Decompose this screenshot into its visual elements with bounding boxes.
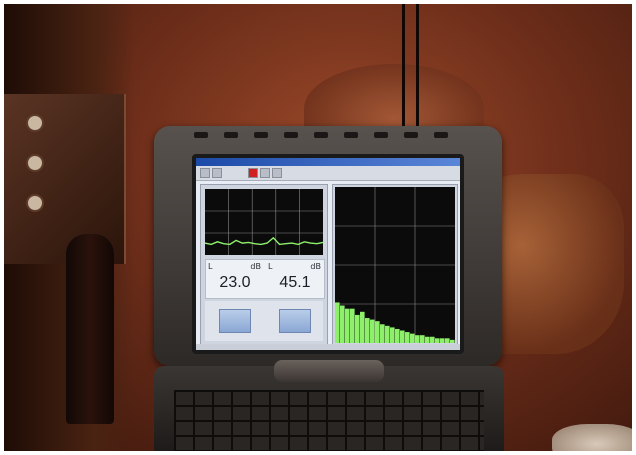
lid-ridge	[284, 132, 298, 138]
record-button[interactable]	[248, 168, 258, 178]
control-widget[interactable]	[279, 309, 311, 333]
window-titlebar	[196, 158, 460, 166]
laptop-hinge	[274, 360, 384, 382]
spectrum-bar	[385, 325, 390, 343]
spectrum-bar	[345, 308, 350, 343]
level-readings: L dB 23.0 L dB 45.1	[205, 259, 325, 299]
spectrum-bar	[335, 302, 340, 343]
lid-ridge	[194, 132, 208, 138]
lid-ridge	[314, 132, 328, 138]
microphone	[66, 234, 114, 424]
lid-ridge	[404, 132, 418, 138]
spectrum-bar	[370, 319, 375, 343]
reading-label: L	[208, 262, 213, 271]
toolbar-button[interactable]	[260, 168, 270, 178]
spectrum-bar	[435, 338, 440, 343]
spectrum-bar	[395, 328, 400, 343]
keyboard	[174, 390, 484, 451]
meter-controls	[205, 301, 323, 341]
spectrum-bar	[360, 311, 365, 343]
level-panel: L dB 23.0 L dB 45.1	[200, 184, 328, 346]
lid-ridge	[434, 132, 448, 138]
cable	[402, 4, 405, 134]
reading-label: L	[268, 262, 273, 271]
reading-unit: dB	[310, 262, 321, 271]
status-bar	[196, 344, 460, 350]
mini-spectrum	[205, 189, 323, 255]
spectrum-bar	[380, 324, 385, 343]
spectrum-bar	[340, 305, 345, 343]
lid-ridge	[224, 132, 238, 138]
spectrum-display	[335, 187, 455, 343]
laptop-screen: L dB 23.0 L dB 45.1	[196, 158, 460, 350]
lid-ridge	[374, 132, 388, 138]
spectrum-bar	[410, 333, 415, 343]
toolbar-button[interactable]	[272, 168, 282, 178]
spectrum-bar	[425, 336, 430, 343]
lid-ridge	[254, 132, 268, 138]
level-trace	[205, 236, 323, 246]
toolbar-button[interactable]	[212, 168, 222, 178]
equipment-knob	[26, 114, 44, 132]
spectrum-bar	[400, 330, 405, 343]
spectrum-bar	[355, 314, 360, 343]
spectrum-bar	[430, 336, 435, 343]
app-toolbar	[196, 166, 460, 181]
foreground-object	[552, 424, 632, 451]
reading-lmax: L dB 45.1	[266, 262, 324, 296]
reading-value: 45.1	[279, 274, 311, 291]
spectrum-bar	[440, 338, 445, 343]
spectrum-bar	[415, 335, 420, 343]
background-equipment	[4, 94, 126, 264]
spectrum-bar	[375, 321, 380, 343]
reading-leq: L dB 23.0	[206, 262, 264, 296]
spectrum-bar	[365, 318, 370, 343]
spectrum-bar	[445, 338, 450, 343]
cable	[416, 4, 419, 134]
spectrum-bar	[390, 327, 395, 343]
spectrum-bar	[405, 332, 410, 343]
spectrum-panel	[332, 184, 458, 346]
spectrum-bar	[420, 335, 425, 343]
spectrum-bar	[450, 339, 455, 343]
lid-ridge	[344, 132, 358, 138]
photo: L dB 23.0 L dB 45.1	[4, 4, 632, 451]
control-widget[interactable]	[219, 309, 251, 333]
reading-unit: dB	[250, 262, 261, 271]
toolbar-button[interactable]	[200, 168, 210, 178]
equipment-knob	[26, 194, 44, 212]
equipment-knob	[26, 154, 44, 172]
spectrum-bar	[350, 308, 355, 343]
reading-value: 23.0	[219, 274, 251, 291]
